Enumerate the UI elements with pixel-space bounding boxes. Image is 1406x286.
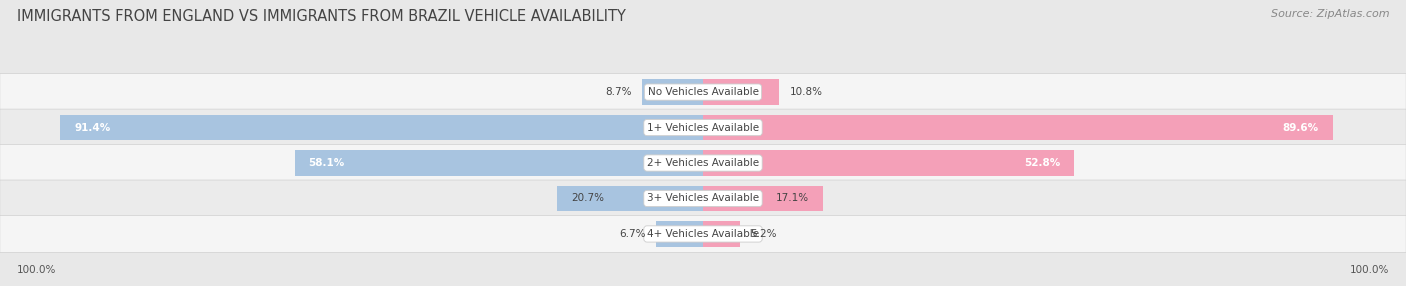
Text: 20.7%: 20.7% <box>571 194 605 203</box>
Bar <box>703 150 1074 176</box>
Text: 8.7%: 8.7% <box>605 87 631 97</box>
Bar <box>295 150 703 176</box>
Bar <box>60 115 703 140</box>
Bar <box>703 115 1333 140</box>
Text: 58.1%: 58.1% <box>308 158 344 168</box>
Text: Source: ZipAtlas.com: Source: ZipAtlas.com <box>1271 9 1389 19</box>
Text: IMMIGRANTS FROM ENGLAND VS IMMIGRANTS FROM BRAZIL VEHICLE AVAILABILITY: IMMIGRANTS FROM ENGLAND VS IMMIGRANTS FR… <box>17 9 626 23</box>
Bar <box>703 79 779 105</box>
Text: 6.7%: 6.7% <box>619 229 645 239</box>
Bar <box>643 79 703 105</box>
Text: 100.0%: 100.0% <box>17 265 56 275</box>
Bar <box>703 186 824 211</box>
FancyBboxPatch shape <box>0 216 1406 252</box>
FancyBboxPatch shape <box>0 74 1406 110</box>
Bar <box>558 186 703 211</box>
Text: 100.0%: 100.0% <box>1350 265 1389 275</box>
Text: 10.8%: 10.8% <box>790 87 823 97</box>
Text: 17.1%: 17.1% <box>776 194 810 203</box>
Bar <box>655 221 703 247</box>
Text: 91.4%: 91.4% <box>75 123 111 132</box>
Text: 2+ Vehicles Available: 2+ Vehicles Available <box>647 158 759 168</box>
Text: 1+ Vehicles Available: 1+ Vehicles Available <box>647 123 759 132</box>
Text: 52.8%: 52.8% <box>1024 158 1060 168</box>
Bar <box>703 221 740 247</box>
FancyBboxPatch shape <box>0 109 1406 146</box>
FancyBboxPatch shape <box>0 145 1406 181</box>
Text: 89.6%: 89.6% <box>1282 123 1319 132</box>
Text: 4+ Vehicles Available: 4+ Vehicles Available <box>647 229 759 239</box>
Text: 5.2%: 5.2% <box>751 229 776 239</box>
Text: 3+ Vehicles Available: 3+ Vehicles Available <box>647 194 759 203</box>
Text: No Vehicles Available: No Vehicles Available <box>648 87 758 97</box>
FancyBboxPatch shape <box>0 180 1406 217</box>
